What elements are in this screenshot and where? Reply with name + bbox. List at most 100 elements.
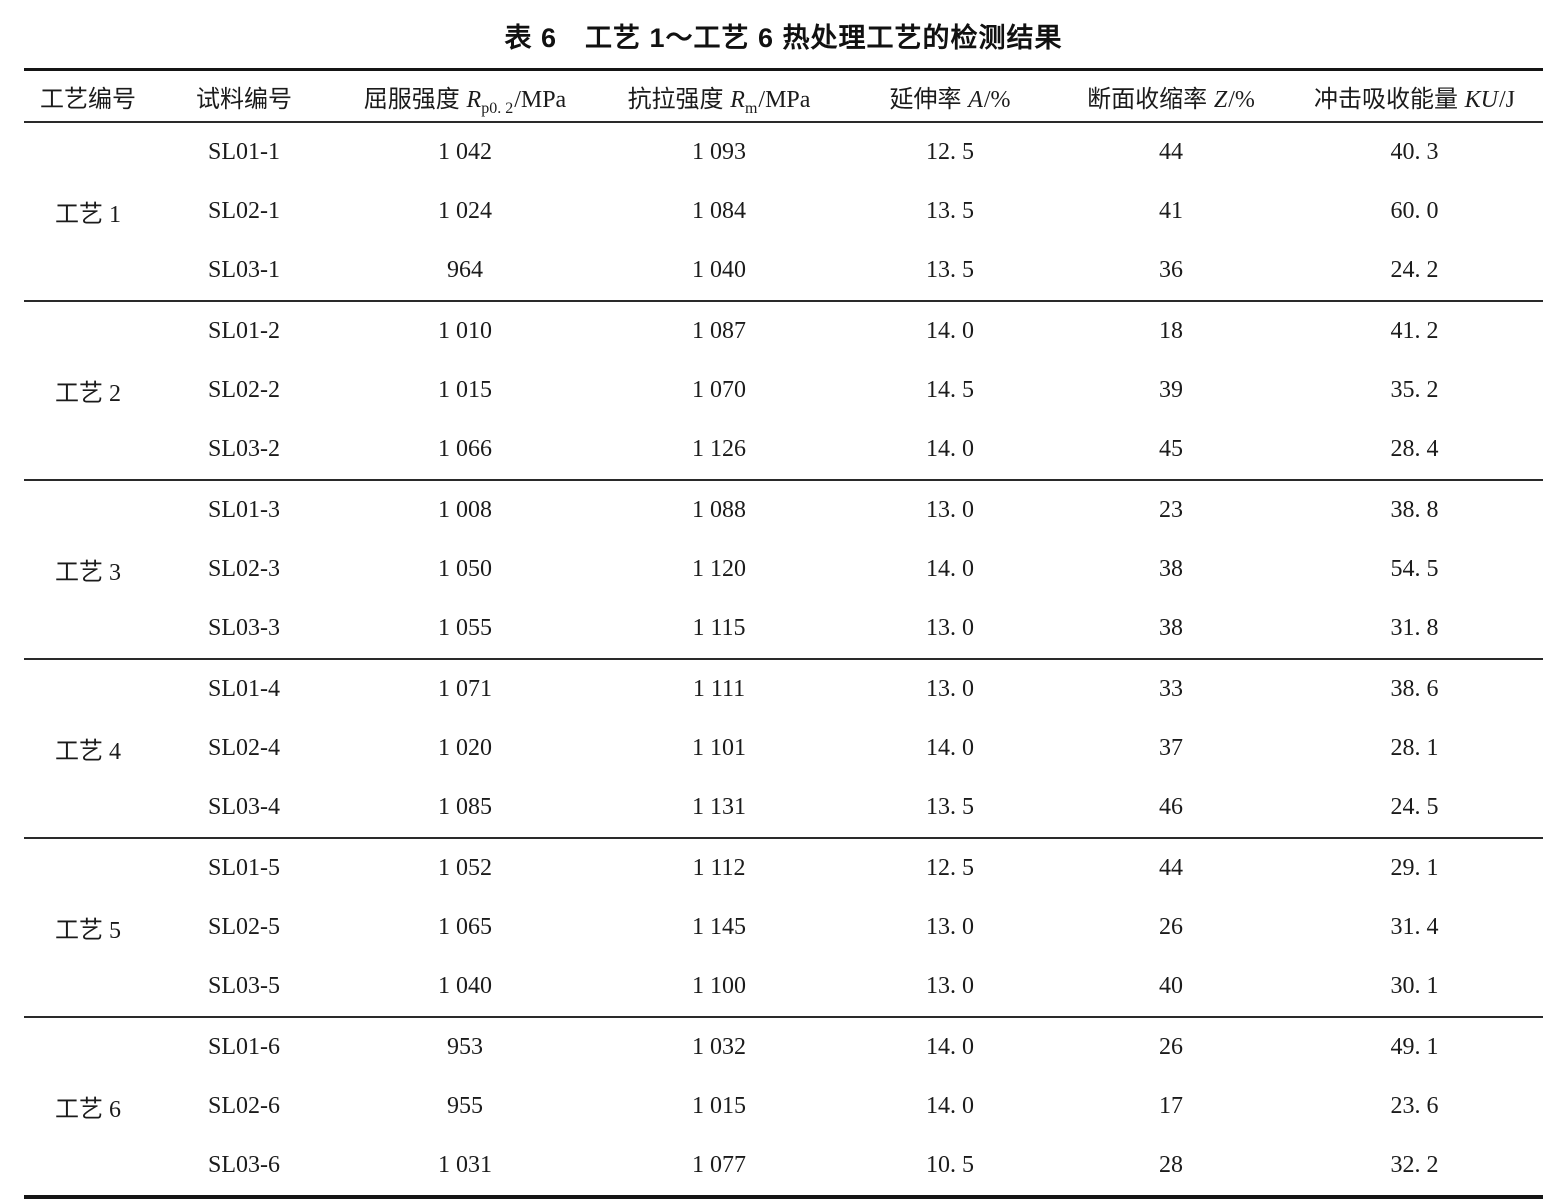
- table-row: SL03-6 1 031 1 077 10. 5 28 32. 2: [24, 1136, 1543, 1197]
- reduction-cell: 28: [1159, 1152, 1183, 1178]
- yield-cell: 955: [447, 1093, 483, 1119]
- yield-cell: 1 008: [336, 479, 594, 540]
- elongation-cell: 14. 0: [926, 735, 974, 761]
- yield-cell: 1 031: [438, 1152, 492, 1178]
- process-group-label: 工艺 6: [24, 1016, 152, 1197]
- elongation-cell: 13. 0: [926, 914, 974, 940]
- sample-id-cell: SL03-1: [208, 257, 280, 283]
- col-header-sample-id: 试料编号: [152, 69, 336, 123]
- elongation-cell: 14. 5: [926, 377, 974, 403]
- table-row: SL02-6 955 1 015 14. 0 17 23. 6: [24, 1077, 1543, 1136]
- elongation-cell: 13. 5: [926, 257, 974, 283]
- page-title: 表 6 工艺 1～工艺 6 热处理工艺的检测结果: [504, 23, 1063, 53]
- table-row: SL02-2 1 015 1 070 14. 5 39 35. 2: [24, 361, 1543, 420]
- yield-cell: 1 085: [438, 794, 492, 820]
- reduction-cell: 38: [1159, 615, 1183, 641]
- impact-cell: 31. 8: [1390, 615, 1439, 641]
- sample-id-cell: SL02-1: [208, 198, 280, 224]
- sample-id-cell: SL03-6: [208, 1152, 280, 1178]
- tensile-cell: 1 100: [692, 973, 746, 999]
- table-row: 工艺 5 SL01-5 1 052 1 112 12. 5 44 29. 1: [24, 837, 1543, 1017]
- yield-cell: 1 065: [438, 914, 492, 940]
- impact-cell: 31. 4: [1390, 914, 1439, 940]
- tensile-cell: 1 101: [692, 735, 746, 761]
- col-header-impact-energy: 冲击吸收能量 KU/J: [1286, 69, 1543, 123]
- tensile-cell: 1 087: [594, 300, 844, 361]
- tensile-cell: 1 145: [692, 914, 746, 940]
- impact-cell: 41. 2: [1286, 300, 1543, 361]
- sample-id-cell: SL01-5: [152, 837, 336, 898]
- reduction-cell: 40: [1159, 973, 1183, 999]
- yield-cell: 1 055: [438, 615, 492, 641]
- tensile-cell: 1 084: [692, 198, 746, 224]
- reduction-cell: 23: [1056, 479, 1286, 540]
- table-row: SL02-4 1 020 1 101 14. 0 37 28. 1: [24, 719, 1543, 778]
- impact-cell: 60. 0: [1390, 198, 1439, 224]
- reduction-cell: 45: [1159, 436, 1183, 462]
- table-row: 工艺 2 SL01-2 1 010 1 087 14. 0 18 41. 2: [24, 300, 1543, 480]
- tensile-cell: 1 120: [692, 556, 746, 582]
- impact-cell: 49. 1: [1286, 1016, 1543, 1077]
- table-row: SL03-1 964 1 040 13. 5 36 24. 2: [24, 241, 1543, 301]
- yield-cell: 1 052: [336, 837, 594, 898]
- elongation-cell: 13. 0: [844, 658, 1056, 719]
- reduction-cell: 33: [1056, 658, 1286, 719]
- sample-id-cell: SL03-4: [208, 794, 280, 820]
- table-row: 工艺 6 SL01-6 953 1 032 14. 0 26 49. 1: [24, 1016, 1543, 1197]
- impact-cell: 40. 3: [1390, 139, 1439, 165]
- sample-id-cell: SL01-4: [152, 658, 336, 719]
- yield-cell: 1 040: [438, 973, 492, 999]
- tensile-cell: 1 040: [692, 257, 746, 283]
- sample-id-cell: SL01-6: [152, 1016, 336, 1077]
- impact-cell: 23. 6: [1390, 1093, 1439, 1119]
- yield-cell: 1 066: [438, 436, 492, 462]
- elongation-cell: 13. 0: [926, 615, 974, 641]
- yield-cell: 953: [336, 1016, 594, 1077]
- process-group-label: 工艺 3: [24, 479, 152, 659]
- elongation-cell: 14. 0: [926, 436, 974, 462]
- reduction-cell: 38: [1159, 556, 1183, 582]
- table-row: SL02-5 1 065 1 145 13. 0 26 31. 4: [24, 898, 1543, 957]
- elongation-cell: 14. 0: [844, 300, 1056, 361]
- table-row: SL03-3 1 055 1 115 13. 0 38 31. 8: [24, 599, 1543, 659]
- impact-cell: 30. 1: [1390, 973, 1439, 999]
- yield-cell: 1 020: [438, 735, 492, 761]
- reduction-cell: 18: [1056, 300, 1286, 361]
- elongation-cell: 10. 5: [926, 1152, 974, 1178]
- sample-id-cell: SL02-3: [208, 556, 280, 582]
- impact-cell: 54. 5: [1390, 556, 1439, 582]
- reduction-cell: 37: [1159, 735, 1183, 761]
- yield-cell: 1 071: [336, 658, 594, 719]
- process-group-label: 工艺 2: [24, 300, 152, 480]
- tensile-cell: 1 070: [692, 377, 746, 403]
- tensile-cell: 1 131: [692, 794, 746, 820]
- tensile-cell: 1 112: [594, 837, 844, 898]
- table-row: SL03-5 1 040 1 100 13. 0 40 30. 1: [24, 957, 1543, 1017]
- sample-id-cell: SL02-2: [208, 377, 280, 403]
- table-row: SL02-1 1 024 1 084 13. 5 41 60. 0: [24, 182, 1543, 241]
- tensile-cell: 1 115: [692, 615, 746, 641]
- impact-cell: 29. 1: [1286, 837, 1543, 898]
- impact-cell: 28. 4: [1390, 436, 1439, 462]
- table-row: SL03-2 1 066 1 126 14. 0 45 28. 4: [24, 420, 1543, 480]
- sample-id-cell: SL02-4: [208, 735, 280, 761]
- sample-id-cell: SL01-2: [152, 300, 336, 361]
- header-row: 工艺编号 试料编号 屈服强度 Rp0. 2/MPa 抗拉强度 Rm/MPa 延伸率 A…: [24, 69, 1543, 123]
- impact-cell: 24. 5: [1390, 794, 1439, 820]
- sample-id-cell: SL01-3: [152, 479, 336, 540]
- sample-id-cell: SL03-3: [208, 615, 280, 641]
- yield-cell: 964: [447, 257, 483, 283]
- tensile-cell: 1 111: [594, 658, 844, 719]
- process-group-label: 工艺 1: [55, 202, 121, 228]
- elongation-cell: 14. 0: [926, 556, 974, 582]
- elongation-cell: 13. 0: [844, 479, 1056, 540]
- tensile-cell: 1 077: [692, 1152, 746, 1178]
- tensile-cell: 1 032: [594, 1016, 844, 1077]
- elongation-cell: 13. 5: [926, 794, 974, 820]
- elongation-cell: 14. 0: [844, 1016, 1056, 1077]
- process-group-label: 工艺 4: [24, 658, 152, 838]
- impact-cell: 24. 2: [1390, 257, 1439, 283]
- tensile-cell: 1 015: [692, 1093, 746, 1119]
- col-header-tensile-strength: 抗拉强度 Rm/MPa: [594, 69, 844, 123]
